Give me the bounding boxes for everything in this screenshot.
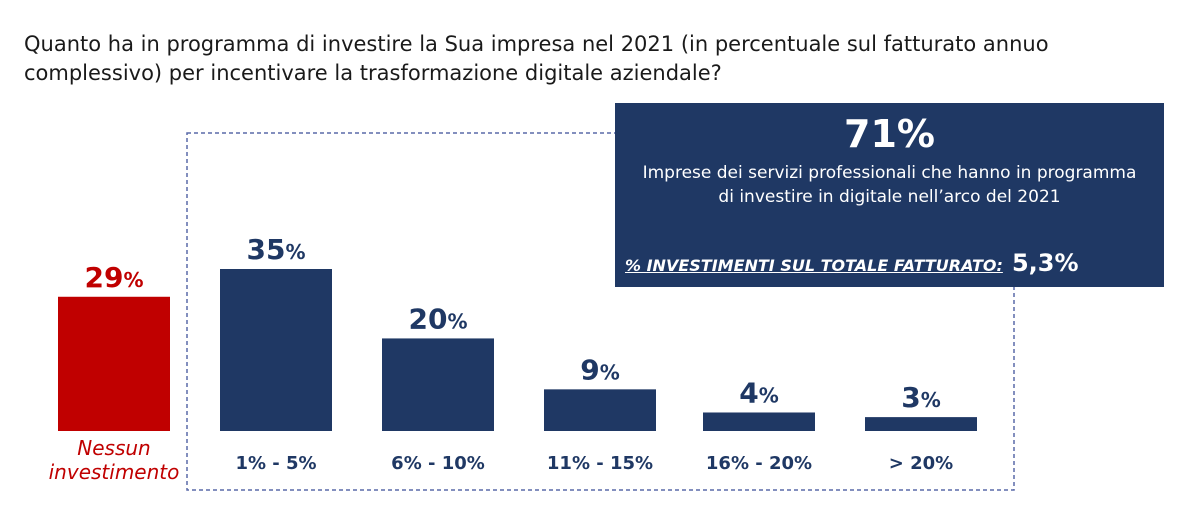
- callout-kpi: % INVESTIMENTI SUL TOTALE FATTURATO: 5,3…: [625, 249, 1079, 277]
- category-label-5: > 20%: [889, 453, 953, 474]
- kpi-value: 5,3%: [1011, 249, 1079, 277]
- value-label-0: 29%: [84, 261, 143, 294]
- investment-group-box: [186, 132, 1015, 491]
- value-label-5: 3%: [901, 381, 941, 414]
- category-label-1: 1% - 5%: [235, 453, 316, 474]
- callout-description: Imprese dei servizi professionali che ha…: [642, 163, 1137, 207]
- bar-1: [220, 269, 332, 431]
- bar-5: [865, 417, 977, 431]
- bar-4: [703, 412, 815, 431]
- value-label-3: 9%: [580, 353, 620, 386]
- callout-percent: 71%: [844, 112, 935, 156]
- value-label-4: 4%: [739, 376, 779, 409]
- kpi-label: % INVESTIMENTI SUL TOTALE FATTURATO:: [625, 256, 1003, 275]
- category-label-0: Nessun investimento: [49, 436, 180, 484]
- bar-2: [382, 338, 494, 431]
- question-text: Quanto ha in programma di investire la S…: [24, 32, 1049, 85]
- value-label-1: 35%: [246, 233, 305, 266]
- category-label-2: 6% - 10%: [391, 453, 485, 474]
- category-label-3: 11% - 15%: [547, 453, 653, 474]
- value-label-2: 20%: [408, 302, 467, 335]
- category-label-4: 16% - 20%: [706, 453, 812, 474]
- bar-3: [544, 389, 656, 431]
- summary-callout: 71% Imprese dei servizi professionali ch…: [615, 103, 1164, 287]
- bar-0: [58, 296, 170, 431]
